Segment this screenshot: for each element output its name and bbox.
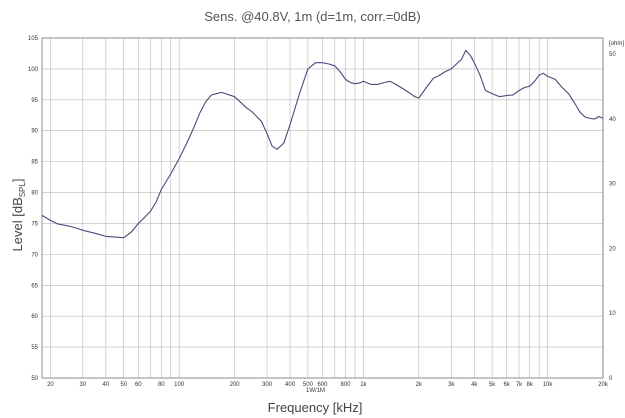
x-tick-label: 600 — [317, 382, 328, 388]
y2-tick-label: 10 — [609, 311, 616, 317]
y-tick-label: 85 — [31, 160, 38, 166]
y-tick-label: 55 — [31, 345, 38, 351]
x-tick-label: 2k — [416, 382, 423, 388]
chart-title: Sens. @40.8V, 1m (d=1m, corr.=0dB) — [204, 9, 421, 24]
x-tick-label: 300 — [262, 382, 273, 388]
y2-tick-label: 20 — [609, 246, 616, 252]
y-tick-label: 70 — [31, 252, 38, 258]
y-axis-label: Level [dBSPL] — [10, 179, 27, 252]
x-tick-label: 100 — [174, 382, 185, 388]
y-tick-label: 80 — [31, 191, 38, 197]
x-tick-label: 80 — [158, 382, 165, 388]
x-tick-label: 60 — [135, 382, 142, 388]
x-tick-label: 20 — [47, 382, 54, 388]
x-tick-label: 500 — [303, 382, 314, 388]
y-tick-label: 65 — [31, 283, 38, 289]
y2-unit-label: [ohm] — [609, 41, 624, 47]
y-tick-label: 95 — [31, 98, 38, 104]
x-tick-label: 10k — [543, 382, 554, 388]
x-tick-label: 8k — [527, 382, 534, 388]
x-tick-label: 4k — [471, 382, 478, 388]
x-tick-label: 30 — [80, 382, 87, 388]
x-tick-label: 200 — [230, 382, 241, 388]
x-tick-label: 40 — [103, 382, 110, 388]
y2-tick-label: 0 — [609, 376, 613, 382]
x-sub-label: 1W/1M — [306, 388, 325, 394]
y2-tick-label: 30 — [609, 182, 616, 188]
y-tick-label: 105 — [28, 36, 39, 42]
y-tick-label: 100 — [28, 67, 39, 73]
x-tick-label: 3k — [448, 382, 455, 388]
y-tick-label: 90 — [31, 129, 38, 135]
x-tick-label: 400 — [285, 382, 296, 388]
x-tick-label: 7k — [516, 382, 523, 388]
x-tick-label: 20k — [598, 382, 609, 388]
x-axis-label: Frequency [kHz] — [268, 400, 363, 415]
y2-tick-label: 40 — [609, 117, 616, 123]
x-tick-label: 1k — [360, 382, 367, 388]
y-tick-label: 50 — [31, 376, 38, 382]
spl-response-line — [41, 49, 604, 239]
x-tick-label: 800 — [341, 382, 352, 388]
y-tick-label: 75 — [31, 221, 38, 227]
y2-tick-label: 50 — [609, 52, 616, 58]
x-tick-label: 6k — [504, 382, 511, 388]
x-tick-label: 50 — [120, 382, 127, 388]
x-tick-label: 5k — [489, 382, 496, 388]
y-tick-label: 60 — [31, 314, 38, 320]
plot-frame — [41, 37, 604, 379]
